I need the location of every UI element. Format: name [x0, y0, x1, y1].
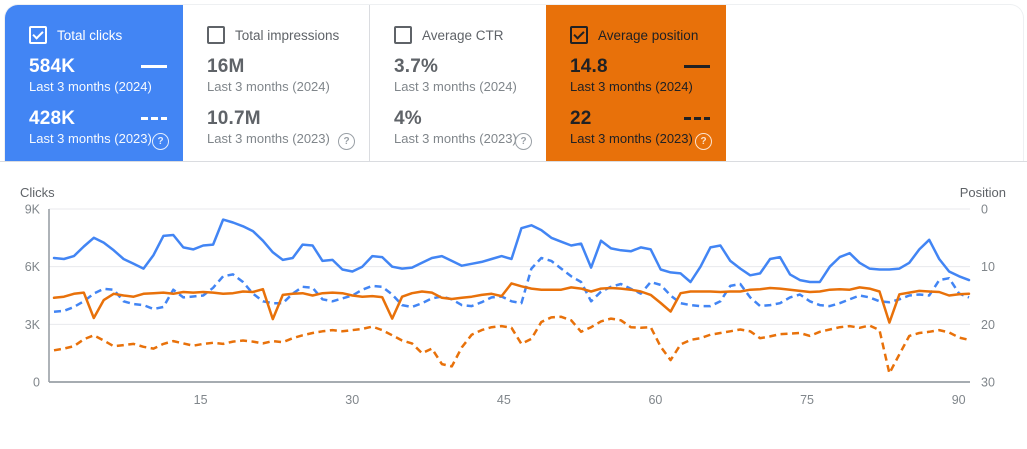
metric-period-current: Last 3 months (2024) — [29, 79, 152, 94]
left-axis-tick-label: 9K — [25, 203, 41, 217]
help-icon[interactable]: ? — [338, 133, 355, 150]
right-axis-tick-label: 30 — [981, 376, 995, 390]
dashed-line-legend-icon — [684, 117, 710, 120]
metric-toggle-row: Average position — [570, 26, 726, 44]
metric-card-label: Total clicks — [57, 27, 123, 43]
metric-value-previous: 4% — [394, 108, 422, 129]
metric-card-average-position[interactable]: Average position 14.8 Last 3 months (202… — [546, 5, 726, 162]
cards-bottom-divider — [0, 161, 1027, 162]
series-position-2024-line — [52, 282, 971, 324]
metric-value-row: 10.7M — [207, 109, 369, 129]
metric-value-row: 16M — [207, 57, 369, 77]
metric-value-current: 584K — [29, 56, 76, 77]
metric-value-row: 14.8 — [570, 57, 726, 77]
metric-value-current: 14.8 — [570, 56, 608, 77]
x-axis-tick-label: 60 — [648, 393, 662, 407]
metric-period-current: Last 3 months (2024) — [570, 79, 693, 94]
metric-value-previous: 10.7M — [207, 108, 261, 129]
metric-period-previous: Last 3 months (2023) — [394, 131, 517, 146]
left-axis-tick-label: 6K — [25, 260, 41, 274]
performance-chart: Clicks Position 0 3K 6K 9K 0 10 20 30 15 30 45 60 75 90 — [0, 180, 1027, 444]
metric-period-current: Last 3 months (2024) — [207, 79, 330, 94]
metric-toggle-row: Total clicks — [29, 26, 183, 44]
left-axis-title: Clicks — [20, 185, 55, 200]
metric-period-current: Last 3 months (2024) — [394, 79, 517, 94]
checkbox-checked-icon[interactable] — [570, 26, 588, 44]
x-axis-tick-label: 30 — [345, 393, 359, 407]
help-icon[interactable]: ? — [695, 133, 712, 150]
right-axis-tick-label: 20 — [981, 318, 995, 332]
x-axis-tick-label: 75 — [800, 393, 814, 407]
solid-line-legend-icon — [684, 65, 710, 68]
metric-period-previous: Last 3 months (2023) — [570, 131, 693, 146]
metric-period-previous: Last 3 months (2023) — [29, 131, 152, 146]
left-axis-tick-label: 0 — [33, 376, 40, 390]
metric-toggle-row: Average CTR — [394, 26, 546, 44]
metric-value-previous: 22 — [570, 108, 592, 129]
x-axis-tick-label: 15 — [194, 393, 208, 407]
metric-value-row: 428K — [29, 109, 183, 129]
metric-card-label: Total impressions — [235, 27, 340, 43]
dashed-line-legend-icon — [141, 117, 167, 120]
left-axis-tick-label: 3K — [25, 318, 41, 332]
metric-value-row: 584K — [29, 57, 183, 77]
metric-toggle-row: Total impressions — [207, 26, 369, 44]
help-icon[interactable]: ? — [515, 133, 532, 150]
checkbox-unchecked-icon[interactable] — [207, 26, 225, 44]
checkbox-unchecked-icon[interactable] — [394, 26, 412, 44]
performance-chart-svg: Clicks Position 0 3K 6K 9K 0 10 20 30 15 30 45 60 75 90 — [20, 185, 1006, 407]
right-axis-title: Position — [960, 185, 1006, 200]
right-axis-tick-label: 0 — [981, 203, 988, 217]
metric-value-row: 22 — [570, 109, 726, 129]
metric-card-total-impressions[interactable]: Total impressions 16M Last 3 months (202… — [183, 5, 369, 162]
series-clicks-2024-line — [52, 218, 971, 284]
series-position-2023-line — [53, 315, 970, 375]
right-axis-tick-label: 10 — [981, 260, 995, 274]
metric-value-current: 3.7% — [394, 56, 439, 77]
metric-value-current: 16M — [207, 56, 245, 77]
metric-value-row: 4% — [394, 109, 546, 129]
metric-value-previous: 428K — [29, 108, 76, 129]
metrics-panel: Total clicks 584K Last 3 months (2024) 4… — [4, 4, 1024, 162]
metric-card-total-clicks[interactable]: Total clicks 584K Last 3 months (2024) 4… — [5, 5, 183, 162]
metric-period-previous: Last 3 months (2023) — [207, 131, 330, 146]
solid-line-legend-icon — [141, 65, 167, 68]
checkbox-checked-icon[interactable] — [29, 26, 47, 44]
metric-card-label: Average position — [598, 27, 699, 43]
metric-card-average-ctr[interactable]: Average CTR 3.7% Last 3 months (2024) 4%… — [369, 5, 546, 162]
x-axis-tick-label: 45 — [497, 393, 511, 407]
x-axis-tick-label: 90 — [952, 393, 966, 407]
metric-value-row: 3.7% — [394, 57, 546, 77]
metric-card-label: Average CTR — [422, 27, 504, 43]
help-icon[interactable]: ? — [152, 133, 169, 150]
